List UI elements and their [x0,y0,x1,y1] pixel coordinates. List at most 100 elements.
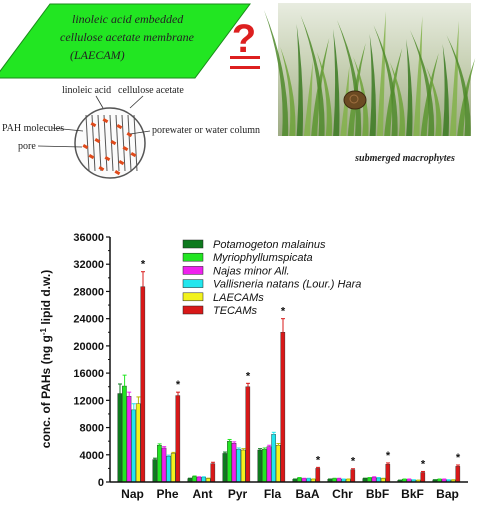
legend-label: LAECAMs [213,292,264,304]
leaf-blade [406,39,413,136]
error-bars [118,271,460,481]
significance-star: * [316,454,321,466]
cellulose-acetate-label: cellulose acetate [118,85,184,96]
leaf-blade [337,20,362,136]
leaf-blade [333,29,340,136]
y-axis-title-sup: -1 [39,327,48,335]
significance-star: * [141,259,146,271]
bar-chart: conc. of PAHs (ng g-1 lipid d.w.) 0 4000 8… [39,232,468,501]
macrophyte-photo [264,3,476,136]
pah-molecules [82,118,137,176]
snail-icon [343,90,367,110]
pah-molecule [88,154,95,160]
legend-label: Potamogeton malainus [213,239,326,251]
legend-swatch [182,266,204,275]
leaf-blade [410,30,435,136]
bar [157,445,162,483]
legend-label: Vallisneria natans (Lour.) Hara [213,279,361,291]
pah-molecule [104,156,111,162]
leaf-blade [449,21,459,136]
y-tick-label: 20000 [73,341,104,353]
bar [227,440,232,483]
bar [222,453,228,483]
bar [117,393,123,483]
fiber-line [115,114,120,172]
legend-swatch [182,292,204,302]
x-tick-label: BaA [295,487,319,501]
x-tick-label: Ant [193,487,213,501]
x-tick-label: Fla [264,487,282,501]
leaf-blade [446,35,471,136]
porewater-label: porewater or water column [152,125,260,136]
photo-caption: submerged macrophytes [354,153,455,164]
x-tick-label: Pyr [228,487,248,501]
y-tick-label: 16000 [73,368,104,380]
pah-molecule [98,166,105,172]
y-tick-label: 24000 [73,314,104,326]
x-tick-label: Bap [436,487,459,501]
bar [210,463,216,483]
significance-star: * [386,450,391,462]
porewater-pointer [129,130,151,135]
x-tick-label: BbF [366,487,389,501]
y-tick-label: 32000 [73,259,104,271]
leaf-blade [426,67,442,136]
pah-label: PAH molecules [2,123,64,134]
significance-star: * [421,458,426,470]
bar [420,472,426,483]
significance-star: * [176,379,181,391]
fiber-line [133,114,138,172]
leaf-blade [413,16,423,136]
bar [262,449,267,483]
leaf-blade [264,10,289,136]
pah-molecule [102,118,109,124]
fiber-line [127,114,132,172]
leaf-blade [296,24,303,136]
pah-molecule [126,131,133,138]
y-tick-label: 28000 [73,286,104,298]
y-axis-ticks: 0 4000 8000 12000 16000 20000 24000 28000 32000 3… [73,232,110,489]
pah-molecule [130,151,137,158]
bar [170,453,176,483]
bar-marks [117,286,461,483]
leaf-blade [389,62,406,136]
fiber-line [85,114,90,172]
snail-shell-spiral-icon [349,94,359,104]
pah-molecule [94,138,101,144]
pah-molecule [82,144,89,150]
bar [126,396,132,483]
pore-pointer [37,145,83,148]
pah-molecule [116,124,123,130]
bar [152,459,158,483]
fiber-line [103,114,108,172]
significance-star: * [281,306,286,318]
bar [140,286,146,483]
y-axis-title: conc. of PAHs (ng g-1 lipid d.w.) [39,270,54,448]
bar [275,445,281,483]
y-tick-label: 12000 [73,395,104,407]
legend-label: TECAMs [213,305,258,317]
question-mark: ? [232,17,256,61]
bar [350,469,356,483]
linoleic-acid-label: linoleic acid [62,85,111,96]
pah-molecule [118,160,125,166]
equals-bottom-bar [230,66,260,69]
pah-molecule [122,146,129,152]
legend: Potamogeton malainusMyriophyllumspicataN… [182,239,361,317]
significance-star: * [246,370,251,382]
bar [385,464,391,483]
y-tick-label: 0 [98,477,104,489]
bar [257,449,263,483]
significance-star: * [351,456,356,468]
y-tick-label: 36000 [73,232,104,244]
equals-top-bar [230,56,260,59]
y-tick-label: 8000 [80,423,104,435]
y-tick-label: 4000 [80,450,104,462]
leaf-blade [303,61,313,136]
laecam-schematic: linoleic acid embedded cellulose acetate… [0,3,260,179]
bar [131,409,136,483]
legend-swatch [182,279,204,288]
leaf-blade [353,57,369,136]
bar [280,332,286,483]
leaf-blades [264,10,476,136]
